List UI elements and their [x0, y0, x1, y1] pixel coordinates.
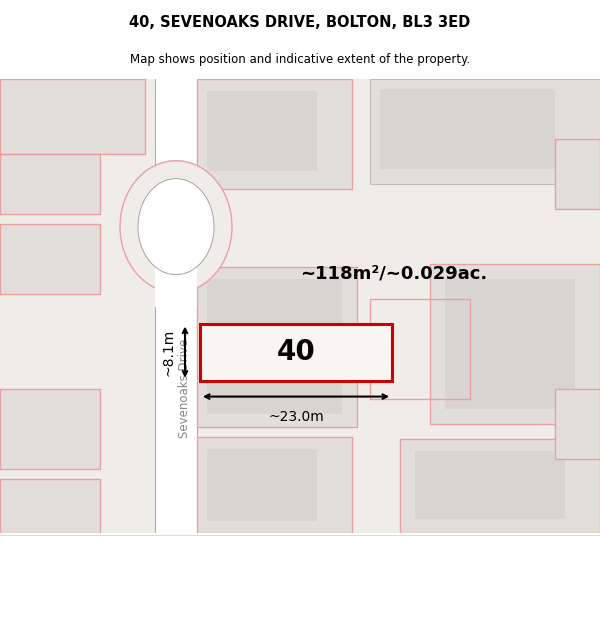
Bar: [0, 154, 100, 214]
Bar: [445, 279, 575, 409]
Bar: [380, 89, 555, 169]
Bar: [207, 91, 317, 171]
Bar: [200, 324, 392, 381]
Bar: [197, 267, 357, 426]
Bar: [197, 79, 352, 189]
Bar: [197, 436, 352, 532]
Bar: [430, 264, 600, 424]
Bar: [430, 264, 600, 424]
Bar: [197, 79, 352, 189]
Bar: [0, 479, 100, 532]
Bar: [0, 79, 145, 154]
Bar: [0, 154, 100, 214]
Bar: [0, 224, 100, 294]
Bar: [400, 439, 600, 532]
Text: 40, SEVENOAKS DRIVE, BOLTON, BL3 3ED: 40, SEVENOAKS DRIVE, BOLTON, BL3 3ED: [130, 14, 470, 29]
Bar: [207, 279, 342, 414]
Bar: [0, 79, 145, 154]
Bar: [555, 389, 600, 459]
Text: ~118m²/~0.029ac.: ~118m²/~0.029ac.: [300, 264, 487, 282]
Text: ~8.1m: ~8.1m: [161, 329, 175, 376]
Bar: [0, 389, 100, 469]
Bar: [207, 449, 317, 521]
Text: ~23.0m: ~23.0m: [268, 409, 324, 424]
Bar: [370, 299, 470, 399]
Bar: [197, 267, 357, 426]
Polygon shape: [155, 227, 197, 307]
Text: Sevenoaks Drive: Sevenoaks Drive: [178, 339, 191, 438]
Bar: [555, 139, 600, 209]
Bar: [0, 389, 100, 469]
Bar: [400, 439, 600, 532]
Bar: [197, 436, 352, 532]
Text: 40: 40: [277, 338, 316, 366]
Bar: [370, 79, 600, 184]
Bar: [415, 451, 565, 519]
Bar: [0, 479, 100, 532]
Polygon shape: [138, 179, 214, 274]
Polygon shape: [120, 161, 232, 292]
Text: Map shows position and indicative extent of the property.: Map shows position and indicative extent…: [130, 52, 470, 66]
Bar: [0, 224, 100, 294]
Bar: [155, 79, 197, 532]
